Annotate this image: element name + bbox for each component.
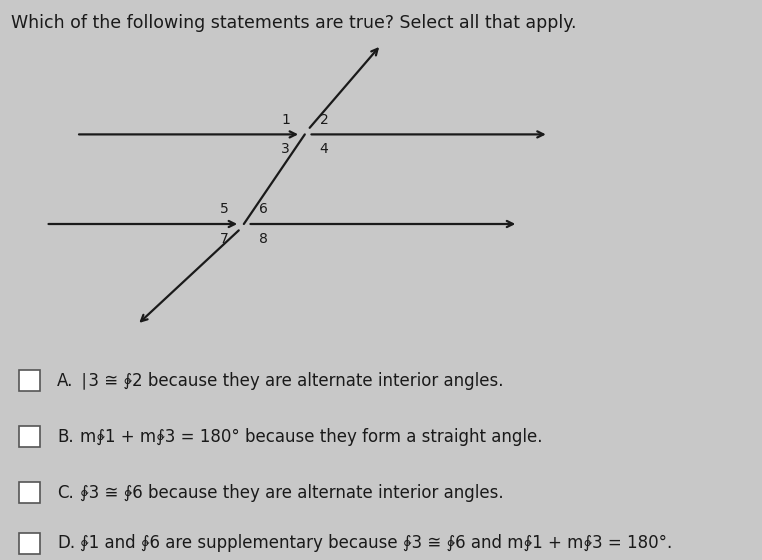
Text: 6: 6 — [259, 202, 267, 216]
Text: 7: 7 — [220, 232, 229, 246]
FancyBboxPatch shape — [19, 370, 40, 391]
Text: Which of the following statements are true? Select all that apply.: Which of the following statements are tr… — [11, 14, 577, 32]
Text: ∲3 ≅ ∲6 because they are alternate interior angles.: ∲3 ≅ ∲6 because they are alternate inter… — [80, 484, 504, 502]
Text: A.: A. — [57, 372, 73, 390]
Text: C.: C. — [57, 484, 74, 502]
Text: 1: 1 — [281, 113, 290, 127]
Text: B.: B. — [57, 428, 74, 446]
Text: 8: 8 — [259, 232, 267, 246]
Text: 3: 3 — [281, 142, 290, 156]
Text: 2: 2 — [320, 113, 328, 127]
FancyBboxPatch shape — [19, 426, 40, 447]
FancyBboxPatch shape — [19, 533, 40, 554]
Text: m∲1 + m∲3 = 180° because they form a straight angle.: m∲1 + m∲3 = 180° because they form a str… — [80, 428, 543, 446]
Text: ∲1 and ∲6 are supplementary because ∲3 ≅ ∲6 and m∲1 + m∲3 = 180°.: ∲1 and ∲6 are supplementary because ∲3 ≅… — [80, 534, 672, 552]
Text: 5: 5 — [220, 202, 229, 216]
Text: D.: D. — [57, 534, 75, 552]
Text: ∣3 ≅ ∲2 because they are alternate interior angles.: ∣3 ≅ ∲2 because they are alternate inter… — [80, 372, 504, 390]
FancyBboxPatch shape — [19, 482, 40, 503]
Text: 4: 4 — [320, 142, 328, 156]
